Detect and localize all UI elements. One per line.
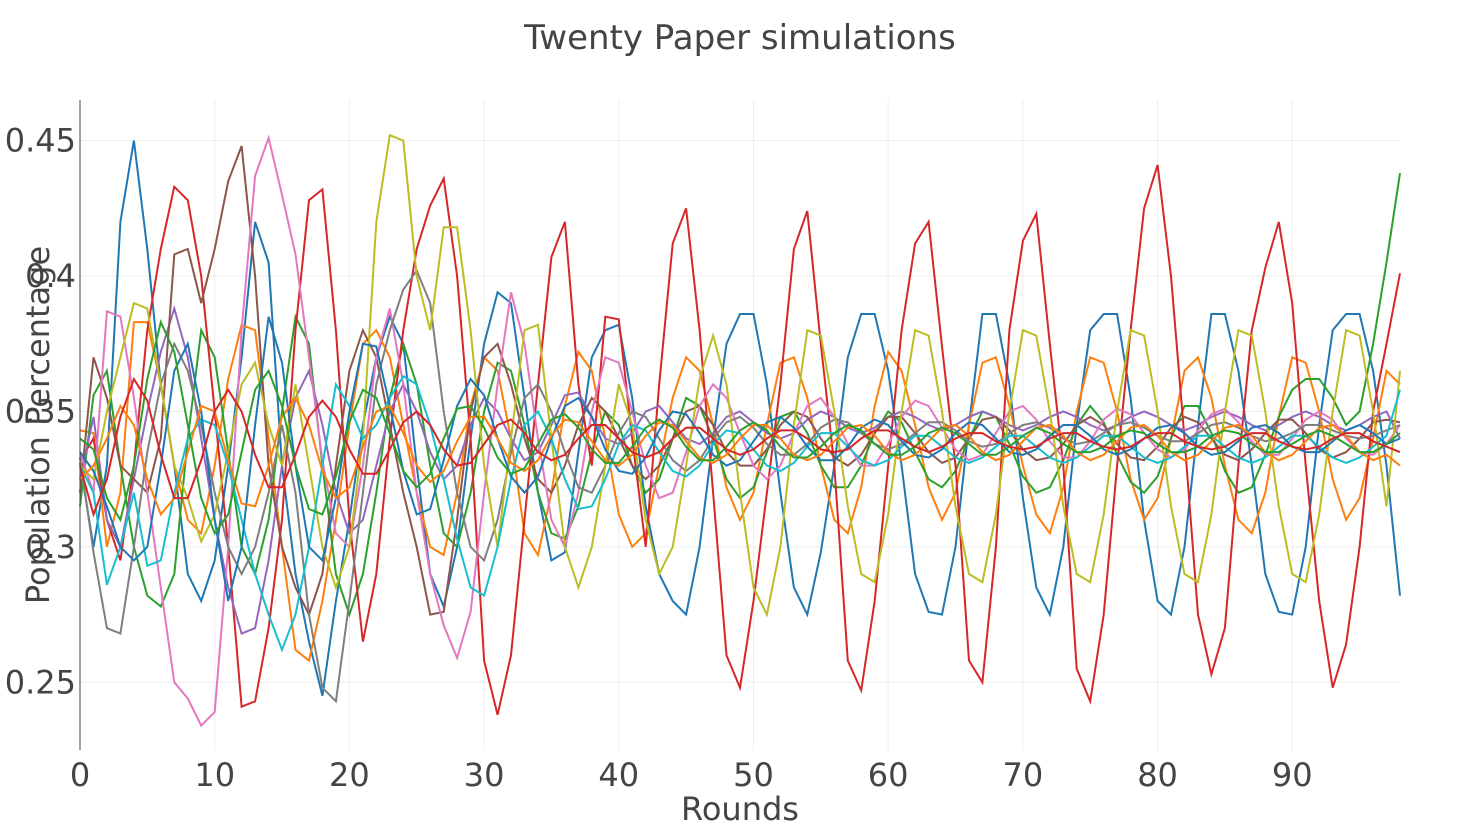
series-line-14 <box>79 376 1401 518</box>
series-line-8 <box>79 268 1401 704</box>
y-axis-title: Population Percentage <box>19 246 57 604</box>
y-tick-label: 0.25 <box>5 663 76 701</box>
y-tick-label: 0.4 <box>25 257 76 295</box>
series-line-5 <box>79 304 1401 635</box>
series-line-12 <box>79 395 1401 517</box>
x-tick-label: 40 <box>598 756 639 794</box>
x-tick-label: 20 <box>329 756 370 794</box>
series-line-9 <box>79 133 1401 618</box>
y-tick-labels: 0.25 0.3 0.35 0.4 0.45 <box>5 122 76 702</box>
series-line-10 <box>79 374 1401 653</box>
chart-title: Twenty Paper simulations <box>523 18 956 58</box>
x-tick-label: 70 <box>1002 756 1043 794</box>
x-tick-label: 10 <box>194 756 235 794</box>
y-tick-label: 0.35 <box>5 392 76 430</box>
x-tick-label: 30 <box>464 756 505 794</box>
x-tick-labels: 0 10 20 30 40 50 60 70 80 90 <box>70 756 1313 794</box>
series-line-1 <box>79 140 1401 697</box>
x-tick-label: 80 <box>1137 756 1178 794</box>
x-tick-label: 90 <box>1272 756 1313 794</box>
x-tick-label: 50 <box>733 756 774 794</box>
x-axis-title: Rounds <box>681 790 799 828</box>
x-tick-label: 0 <box>70 756 90 794</box>
series-lines <box>79 133 1401 728</box>
x-tick-label: 60 <box>868 756 909 794</box>
series-line-11 <box>79 316 1401 602</box>
y-tick-label: 0.3 <box>25 528 76 566</box>
y-tick-label: 0.45 <box>5 122 76 160</box>
series-line-13 <box>79 319 1401 536</box>
